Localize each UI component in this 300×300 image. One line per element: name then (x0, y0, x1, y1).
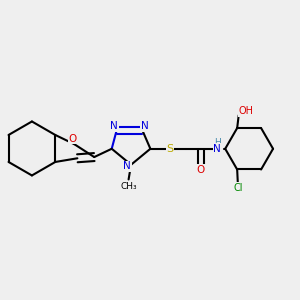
Text: O: O (197, 165, 205, 175)
Text: S: S (167, 144, 174, 154)
Text: H: H (214, 138, 220, 147)
Text: N: N (213, 144, 221, 154)
Text: N: N (141, 121, 149, 131)
Text: O: O (69, 134, 77, 144)
Text: CH₃: CH₃ (120, 182, 137, 191)
Text: OH: OH (238, 106, 253, 116)
Text: Cl: Cl (233, 183, 242, 193)
Text: N: N (124, 161, 131, 171)
Text: N: N (110, 121, 118, 131)
